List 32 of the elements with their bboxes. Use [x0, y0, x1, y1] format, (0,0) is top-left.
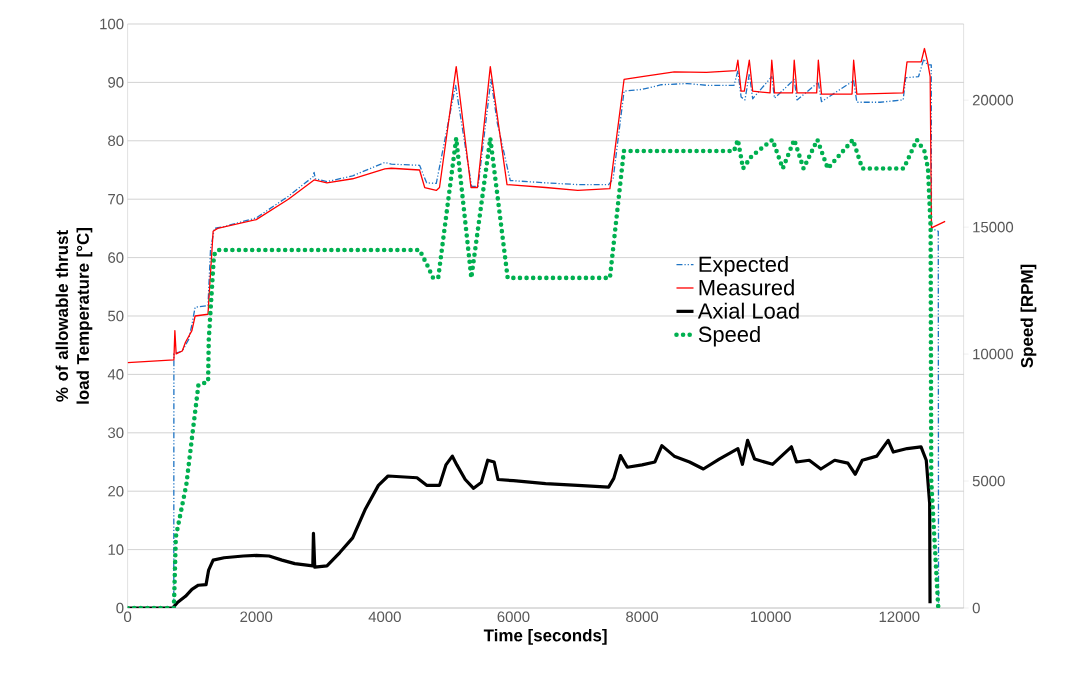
legend-label: Expected — [699, 255, 788, 277]
legend-label: Speed — [698, 326, 760, 347]
legend-label: Axial Load — [697, 302, 799, 319]
x-tick-label: 12000 — [879, 611, 920, 623]
x-axis-title: Time [seconds] — [483, 628, 607, 645]
y-tick-label: 30 — [108, 427, 124, 439]
y-tick-label: 70 — [108, 193, 124, 205]
y-tick-label: 20 — [108, 485, 124, 497]
y2-tick-label: 10000 — [973, 348, 1014, 360]
x-tick-label: 2000 — [240, 611, 273, 623]
y2-axis-title: Speed [RPM] — [1020, 264, 1037, 368]
y-tick-label: 80 — [108, 135, 124, 147]
y-axis-title: % of allowable thrust load Temperature [°C] — [55, 228, 93, 404]
x-tick-label: 0 — [124, 611, 132, 623]
x-tick-label: 6000 — [497, 611, 530, 623]
line-series — [127, 438, 932, 608]
y-tick-label: 60 — [108, 252, 124, 263]
y-tick-label: 10 — [108, 544, 124, 555]
y-tick-label: 50 — [108, 310, 124, 322]
y-tick-label: 100 — [100, 18, 124, 30]
x-tick-label: 10000 — [751, 611, 791, 623]
y2-tick-label: 15000 — [973, 221, 1014, 233]
legend-label: Measured — [699, 279, 794, 296]
y-tick-label: 90 — [108, 77, 124, 88]
line-series — [127, 47, 946, 364]
x-tick-label: 8000 — [626, 611, 659, 623]
y2-tick-label: 0 — [972, 602, 980, 614]
y2-tick-label: 20000 — [972, 94, 1014, 106]
x-tick-label: 4000 — [368, 611, 401, 623]
y2-tick-label: 5000 — [972, 475, 1005, 487]
y-tick-label: 40 — [107, 369, 124, 380]
y-tick-label: 0 — [116, 602, 124, 614]
